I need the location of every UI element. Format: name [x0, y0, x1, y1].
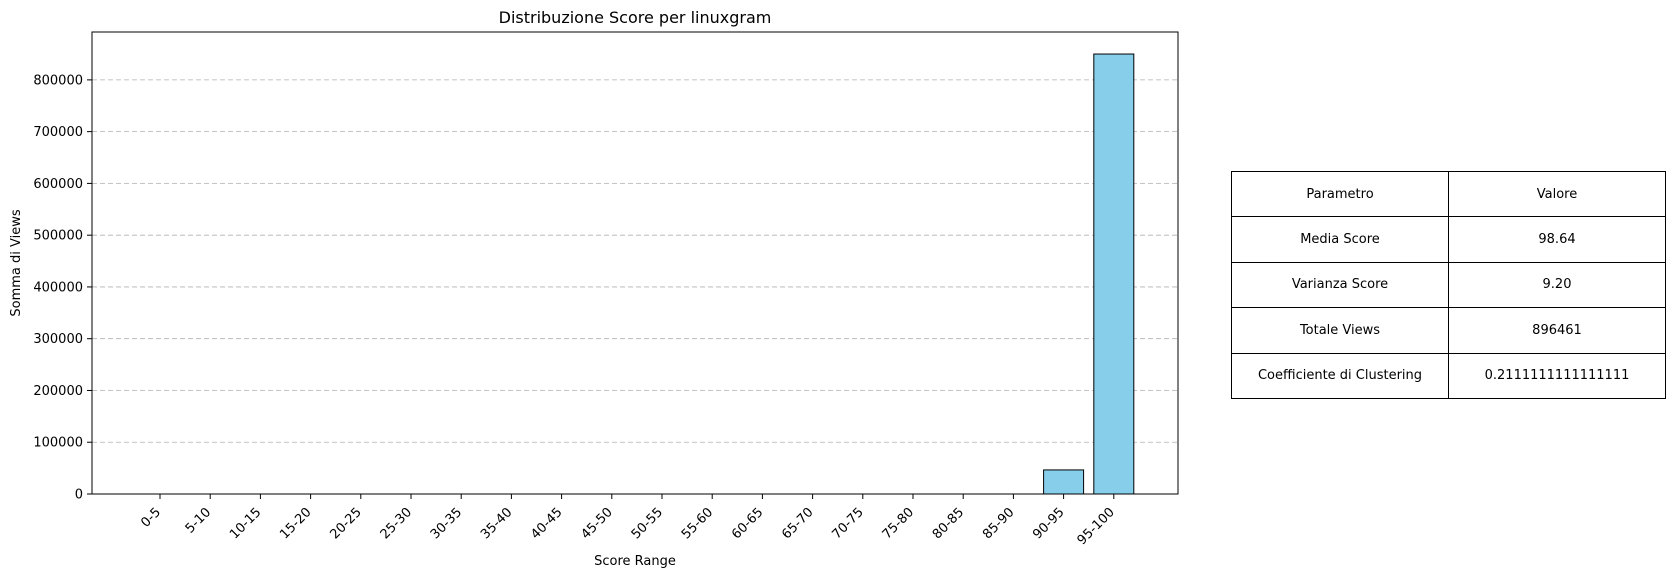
x-tick-label: 80-85 [930, 505, 967, 542]
y-tick-label: 800000 [33, 73, 83, 88]
grid-lines [92, 79, 1178, 443]
y-tick-label: 100000 [33, 436, 83, 451]
row-parameter-cell: Media Score [1231, 216, 1449, 263]
x-tick-label: 60-65 [729, 505, 766, 542]
y-tick-label: 300000 [33, 332, 83, 347]
x-axis-label: Score Range [594, 554, 676, 569]
x-tick-label: 0-5 [138, 505, 164, 531]
x-tick-label: 85-90 [980, 505, 1017, 542]
y-axis-label: Somma di Views [9, 209, 24, 316]
y-tick-label: 500000 [33, 229, 83, 244]
row-parameter-cell: Totale Views [1231, 307, 1449, 354]
x-tick-label: 90-95 [1030, 505, 1067, 542]
row-value-cell: 0.2111111111111111 [1448, 352, 1666, 399]
row-value-cell: 896461 [1448, 307, 1666, 354]
table-row: Media Score 98.64 [1231, 216, 1666, 263]
row-value-cell: 9.20 [1448, 261, 1666, 309]
chart-title: Distribuzione Score per linuxgram [499, 8, 772, 27]
row-value-cell: 98.64 [1448, 216, 1666, 263]
table-row: Totale Views 896461 [1231, 307, 1666, 354]
x-tick-label: 95-100 [1075, 505, 1118, 548]
x-tick-label: 70-75 [829, 505, 866, 542]
x-tick-label: 40-45 [528, 505, 565, 542]
x-tick-label: 50-55 [629, 505, 666, 542]
y-tick-label: 200000 [33, 384, 83, 399]
x-tick-label: 15-20 [277, 505, 314, 542]
table-row: Varianza Score 9.20 [1231, 261, 1666, 309]
bars [1043, 53, 1135, 495]
x-axis: 0-5 5-10 10-15 15-20 20-25 25-30 30-35 35-40 40-… [138, 494, 1118, 548]
x-tick-label: 55-60 [679, 505, 716, 542]
x-tick-label: 75-80 [880, 505, 917, 542]
y-axis: 0 100000 200000 300000 400000 500000 600000 700… [33, 73, 92, 503]
row-parameter-cell: Varianza Score [1231, 261, 1449, 309]
header-cell-value: Valore [1448, 170, 1666, 218]
row-parameter-cell: Coefficiente di Clustering [1231, 352, 1449, 399]
bar [1093, 53, 1135, 495]
x-tick-label: 35-40 [478, 505, 515, 542]
x-tick-label: 65-70 [779, 505, 816, 542]
x-tick-label: 5-10 [183, 505, 214, 536]
y-tick-label: 700000 [33, 125, 83, 140]
table-row: Coefficiente di Clustering 0.21111111111… [1231, 352, 1666, 399]
y-tick-label: 400000 [33, 280, 83, 295]
x-tick-label: 25-30 [378, 505, 415, 542]
x-tick-label: 10-15 [227, 505, 264, 542]
x-tick-label: 20-25 [327, 505, 364, 542]
header-cell-parameter: Parametro [1231, 170, 1449, 218]
x-tick-label: 30-35 [428, 505, 465, 542]
stats-table: Parametro Valore Media Score 98.64 Varia… [1231, 170, 1666, 399]
y-tick-label: 600000 [33, 177, 83, 192]
plot-frame [91, 31, 1179, 495]
bar [1043, 469, 1085, 495]
y-tick-label: 0 [75, 488, 83, 503]
table-header-row: Parametro Valore [1231, 170, 1666, 218]
x-tick-label: 45-50 [578, 505, 615, 542]
